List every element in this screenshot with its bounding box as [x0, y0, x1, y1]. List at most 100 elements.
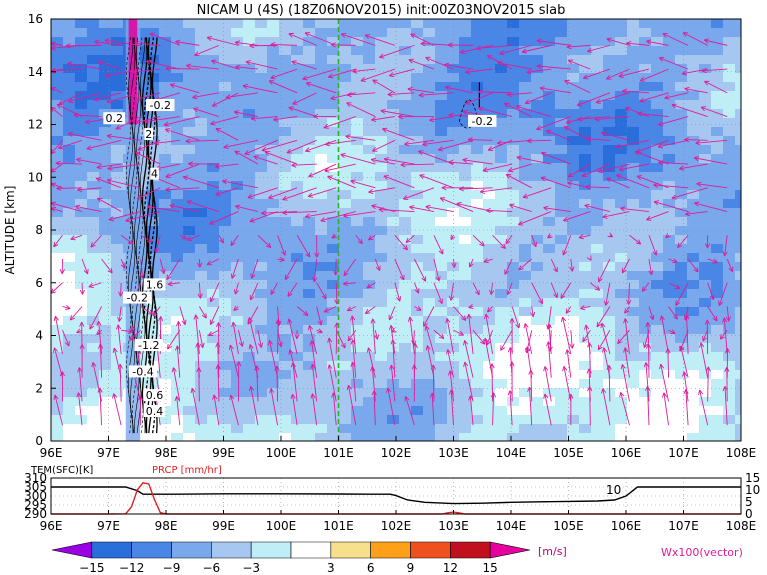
shading-cell — [543, 253, 556, 263]
wind-vector-head — [321, 293, 327, 300]
shading-cell — [147, 271, 160, 281]
wind-vector-head — [372, 79, 378, 85]
shading-cell — [663, 217, 676, 227]
shading-cell — [255, 406, 268, 416]
wind-vector — [468, 314, 474, 355]
shading-cell — [723, 28, 736, 38]
wind-vector-head — [56, 185, 62, 191]
shading-cell — [75, 109, 88, 119]
shading-cell — [375, 46, 388, 56]
shading-cell — [627, 154, 640, 164]
wind-vector — [195, 314, 200, 355]
shading-cell — [159, 253, 172, 263]
shading-cell — [255, 352, 268, 362]
shading-cell — [363, 298, 376, 308]
shading-cell — [507, 127, 520, 137]
wind-vector — [277, 306, 280, 326]
shading-cell — [195, 298, 208, 308]
wind-vector-head — [104, 72, 111, 78]
shading-cell — [519, 316, 532, 326]
wind-vector-head — [639, 76, 646, 82]
shading-cell — [267, 145, 280, 155]
shading-cell — [651, 109, 664, 119]
shading-cell — [675, 28, 688, 38]
shading-cell — [495, 46, 508, 56]
shading-cell — [219, 289, 232, 299]
shading-cell — [195, 127, 208, 137]
wind-vector — [67, 63, 102, 70]
shading-cell — [135, 424, 148, 434]
shading-cell — [639, 424, 652, 434]
wind-vector — [98, 61, 122, 70]
wind-vector-head — [317, 320, 323, 326]
wind-vector-head — [181, 234, 187, 240]
wind-vector — [50, 106, 63, 117]
shading-cell — [579, 433, 592, 442]
shading-cell — [555, 352, 568, 362]
shading-cell — [267, 253, 280, 263]
wind-vector — [646, 211, 669, 221]
wind-vector — [308, 325, 318, 355]
wind-vector — [500, 330, 513, 351]
shading-cell — [159, 316, 172, 326]
wind-vector — [94, 41, 122, 46]
shading-cell — [531, 28, 544, 38]
shading-cell — [111, 55, 124, 65]
shading-cell — [51, 424, 64, 434]
shading-cell — [687, 325, 700, 335]
shading-cell — [219, 145, 232, 155]
shading-cell — [567, 370, 580, 380]
wind-vector — [230, 235, 239, 246]
contour-label: 0.6 — [146, 389, 164, 402]
shading-cell — [327, 271, 340, 281]
shading-cell — [495, 127, 508, 137]
shading-cell — [75, 244, 88, 254]
shading-cell — [507, 55, 520, 65]
shading-cell — [75, 199, 88, 209]
wind-vector — [544, 393, 552, 426]
shading-cell — [171, 352, 184, 362]
shading-cell — [699, 379, 712, 389]
shading-cell — [591, 244, 604, 254]
shading-cell — [591, 127, 604, 137]
shading-cell — [339, 316, 352, 326]
shading-cell — [315, 235, 328, 245]
shading-cell — [303, 217, 316, 227]
shading-cell — [483, 316, 496, 326]
shading-cell — [231, 316, 244, 326]
shading-cell — [231, 253, 244, 263]
shading-cell — [543, 361, 556, 371]
shading-cell — [159, 127, 172, 137]
y-tick-label: 16 — [28, 12, 43, 26]
wind-vector — [346, 102, 376, 117]
shading-cell — [315, 73, 328, 83]
shading-cell — [459, 316, 472, 326]
shading-cell — [279, 37, 292, 47]
shading-cell — [699, 388, 712, 398]
shading-cell — [675, 19, 688, 29]
shading-cell — [159, 55, 172, 65]
wind-vector-head — [624, 308, 630, 314]
wind-vector-head — [620, 364, 626, 370]
shading-cell — [87, 226, 100, 236]
shading-cell — [435, 424, 448, 434]
shading-cell — [159, 370, 172, 380]
wind-vector — [193, 107, 220, 118]
wind-vector — [492, 234, 506, 249]
shading-cell — [63, 19, 76, 29]
shading-cell — [63, 163, 76, 173]
shading-cell — [495, 289, 508, 299]
shading-cell — [543, 235, 556, 245]
shading-cell — [723, 244, 736, 254]
colorbar-segment — [489, 541, 531, 559]
wind-vector — [699, 389, 709, 426]
shading-cell — [99, 424, 112, 434]
wind-vector-head — [438, 249, 444, 255]
wind-vector-head — [57, 144, 64, 150]
wind-vector — [81, 258, 89, 275]
wind-vector — [621, 258, 630, 274]
shading-cell — [255, 397, 268, 407]
shading-cell — [255, 244, 268, 254]
shading-cell — [351, 190, 364, 200]
shading-cell — [339, 325, 352, 335]
